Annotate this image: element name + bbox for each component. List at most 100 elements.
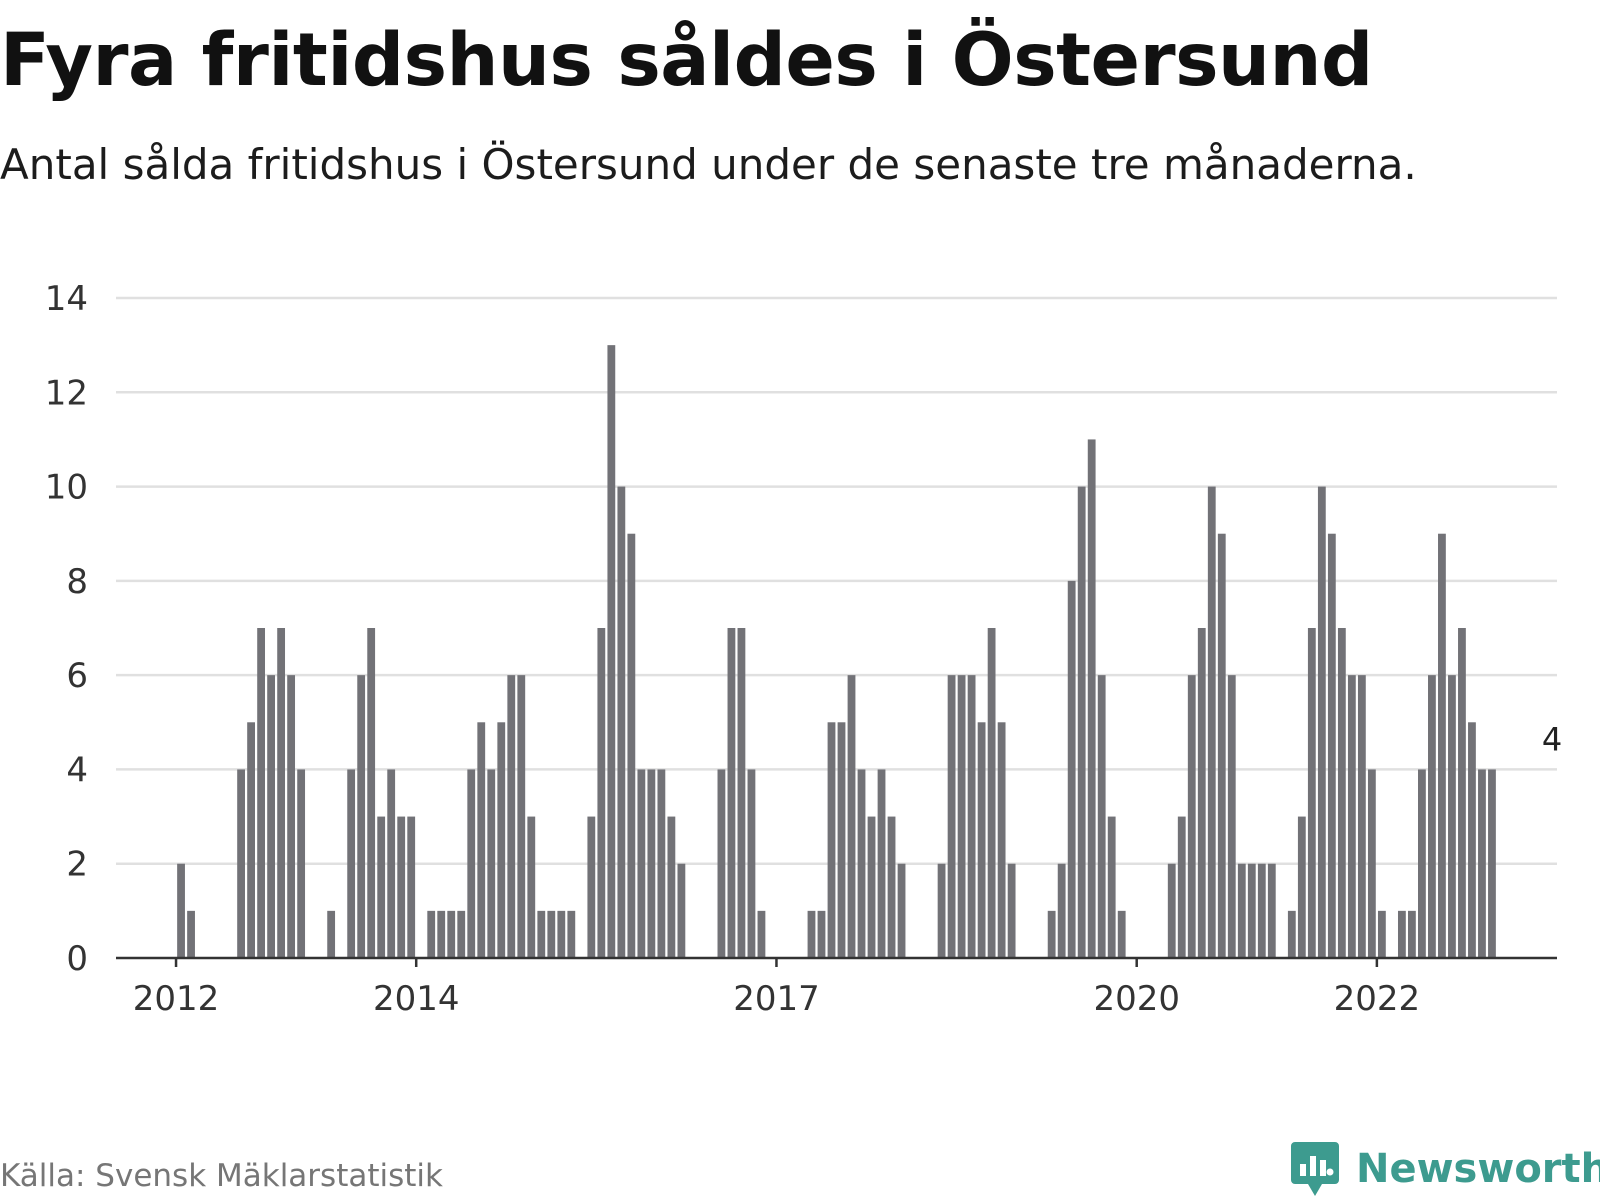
bar [367,628,376,958]
bar [857,769,866,958]
bar [357,675,366,958]
bar [1367,769,1376,958]
bar [1047,910,1056,958]
bar-chart: 0 2 4 6 8 10 12 14 2012 2014 2017 2020 2022 4 [45,279,1565,1019]
newsworthy-logo-icon [1291,1142,1339,1196]
y-tick-label: 0 [66,939,88,979]
bar [967,675,976,958]
bar [1007,863,1016,958]
bar [757,910,766,958]
y-tick-label: 6 [66,656,88,696]
bar [1347,675,1356,958]
bar [237,769,245,958]
bars [177,345,1496,959]
bar [997,722,1006,958]
bar [1327,533,1336,958]
bar [1217,533,1226,958]
bar [277,628,286,958]
bar [1297,816,1306,958]
bar [1357,675,1366,958]
bar [1337,628,1346,958]
bar [1067,580,1076,958]
bar [1418,769,1426,958]
bar [557,910,566,958]
x-axis-ticks: 2012 2014 2017 2020 2022 [133,958,1420,1019]
bar [1488,769,1496,958]
y-tick-label: 14 [45,279,88,319]
bar [1057,863,1066,958]
bar [1407,910,1416,958]
bar [617,486,626,958]
bar [257,628,266,958]
bar [427,910,436,958]
x-tick-label: 2022 [1334,979,1421,1019]
bar [297,769,306,958]
bar [1097,675,1106,958]
bar [507,675,516,958]
bar [487,769,496,958]
y-tick-label: 2 [66,845,88,885]
bar [977,722,986,958]
x-tick-label: 2020 [1093,979,1180,1019]
bar [247,722,255,958]
highlight-value-label: 4 [1542,720,1562,758]
bar [587,816,596,958]
bar [657,769,666,958]
bar [1377,910,1386,958]
bar [817,910,826,958]
bar [1207,486,1216,958]
x-tick-label: 2012 [133,979,220,1019]
bar [1287,910,1296,958]
bar [457,910,466,958]
bar [537,910,546,958]
bar [447,910,456,958]
bar [737,628,746,958]
y-tick-label: 12 [45,373,88,413]
bar [1117,910,1126,958]
bar [957,675,966,958]
bar [1397,910,1406,958]
gridlines [116,296,1557,865]
bar [397,816,406,958]
bar [1167,863,1176,958]
bar [887,816,896,958]
bar [527,816,536,958]
bar [1317,486,1326,958]
bar [607,345,616,959]
bar [807,910,816,958]
bar [467,769,476,958]
x-tick-label: 2017 [733,979,820,1019]
bar [1187,675,1196,958]
y-tick-label: 8 [66,562,88,602]
bar [287,675,296,958]
bar [627,533,636,958]
chart-title: Fyra fritidshus såldes i Östersund [0,18,1373,103]
bar [1448,675,1456,958]
bar [1247,863,1256,958]
brand: Newsworthy [1290,1138,1600,1200]
bar [1087,439,1096,958]
bar [407,816,416,958]
y-tick-label: 4 [66,750,88,790]
bar [867,816,876,958]
bar [1107,816,1116,958]
bar [547,910,556,958]
bar [187,910,195,958]
bar [1257,863,1266,958]
bar [517,675,526,958]
bar [1307,628,1316,958]
bar [1458,628,1466,958]
bar [727,628,736,958]
bar [947,675,956,958]
bar [177,863,185,958]
bar [937,863,946,958]
bar [877,769,886,958]
bar [597,628,606,958]
bar [647,769,656,958]
bar [1077,486,1086,958]
bar [747,769,756,958]
y-axis-labels: 0 2 4 6 8 10 12 14 [45,279,88,979]
bar [987,628,996,958]
x-tick-label: 2014 [373,979,460,1019]
bar [837,722,846,958]
